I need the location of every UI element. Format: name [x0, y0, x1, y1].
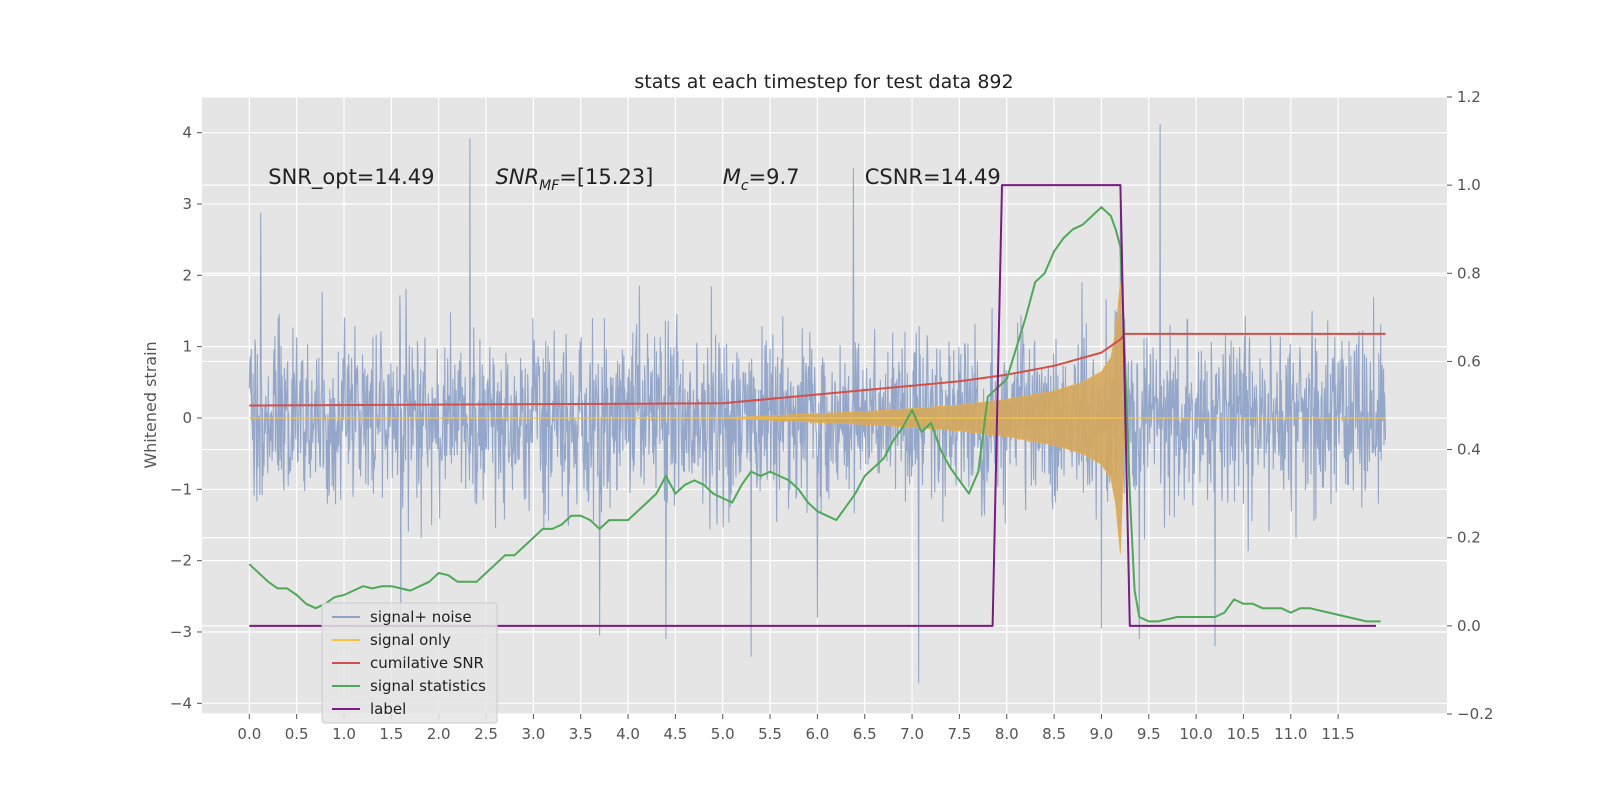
annotations: SNR_opt=14.49 SNRMF=[15.23] Mc=9.7 CSNR=14.… — [268, 165, 1000, 194]
y-right-tick-label: 1.0 — [1457, 176, 1481, 194]
grid — [202, 96, 1447, 715]
x-tick-label: 10.0 — [1179, 725, 1212, 743]
x-tick-label: 5.5 — [758, 725, 782, 743]
y-tick-label: −1 — [170, 480, 192, 498]
y-tick-label: 3 — [182, 195, 192, 213]
annotation: SNRMF=[15.23] — [495, 165, 653, 194]
x-tick-label: 6.0 — [805, 725, 829, 743]
annotation-subscript: c — [741, 178, 749, 194]
y-right-tick-label: 0.8 — [1457, 264, 1481, 282]
annotation-symbol: SNR — [495, 165, 539, 189]
x-tick-label: 2.5 — [474, 725, 498, 743]
y-right-tick-label: 0.4 — [1457, 441, 1481, 459]
x-tick-label: 7.0 — [900, 725, 924, 743]
y-tick-label: 2 — [182, 266, 192, 284]
x-tick-label: 3.5 — [569, 725, 593, 743]
annotation-subscript: MF — [539, 178, 560, 194]
x-tick-label: 7.5 — [947, 725, 971, 743]
y-tick-label: 1 — [182, 338, 192, 356]
annotation-symbol: M — [723, 165, 741, 189]
x-tick-label: 5.0 — [711, 725, 735, 743]
y-right-tick-label: −0.2 — [1457, 705, 1493, 723]
x-tick-label: 4.0 — [616, 725, 640, 743]
x-tick-label: 0.5 — [285, 725, 309, 743]
x-tick-label: 1.0 — [332, 725, 356, 743]
legend-label: label — [370, 700, 406, 718]
annotation: Mc=9.7 — [723, 165, 800, 194]
x-tick-label: 3.0 — [521, 725, 545, 743]
annotation-value: CSNR=14.49 — [865, 165, 1001, 189]
x-tick-label: 9.0 — [1090, 725, 1114, 743]
signal-noise-series — [248, 124, 1387, 684]
label-line — [249, 184, 1376, 627]
x-tick-label: 8.0 — [995, 725, 1019, 743]
y-tick-label: 0 — [182, 409, 192, 427]
signal-statistics-line — [248, 206, 1381, 623]
legend-label: signal only — [370, 631, 451, 649]
x-tick-label: 6.5 — [853, 725, 877, 743]
x-tick-label: 11.5 — [1321, 725, 1354, 743]
axes: 0.0 0.5 1.0 1.5 2.0 2.5 3.0 3.5 4.0 4.5 5.0 5.5 6.0 6… — [170, 88, 1494, 743]
y-tick-label: 4 — [182, 124, 192, 142]
y-right-tick-label: 0.2 — [1457, 529, 1481, 547]
legend-label: signal statistics — [370, 677, 486, 695]
cumilative-snr-line — [249, 332, 1386, 407]
y-tick-label: −3 — [170, 623, 192, 641]
x-tick-label: 8.5 — [1042, 725, 1066, 743]
y-tick-label: −4 — [170, 694, 192, 712]
annotation-value: =9.7 — [749, 165, 800, 189]
annotation-value: =[15.23] — [559, 165, 653, 189]
annotation: SNR_opt=14.49 — [268, 165, 434, 190]
y-tick-label: −2 — [170, 552, 192, 570]
y-axis-label: Whitened strain — [141, 341, 160, 468]
x-tick-label: 10.5 — [1227, 725, 1260, 743]
legend-box — [321, 602, 498, 724]
annotation: CSNR=14.49 — [865, 165, 1001, 189]
x-tick-label: 4.5 — [663, 725, 687, 743]
signal-noise-line — [248, 124, 1387, 684]
chart-title: stats at each timestep for test data 892 — [634, 71, 1013, 93]
y-right-tick-label: 1.2 — [1457, 88, 1481, 106]
line-series — [248, 184, 1386, 627]
signal-only-series — [249, 282, 1386, 554]
legend-label: signal+ noise — [370, 608, 472, 626]
x-tick-label: 2.0 — [427, 725, 451, 743]
x-tick-label: 1.5 — [379, 725, 403, 743]
y-right-tick-label: 0.0 — [1457, 617, 1481, 635]
x-tick-label: 11.0 — [1274, 725, 1307, 743]
x-tick-label: 9.5 — [1137, 725, 1161, 743]
annotation-value: SNR_opt=14.49 — [268, 165, 434, 190]
legend: signal+ noise signal only cumilative SNR si… — [321, 602, 498, 724]
x-tick-label: 0.0 — [237, 725, 261, 743]
legend-label: cumilative SNR — [370, 654, 484, 672]
y-right-tick-label: 0.6 — [1457, 352, 1481, 370]
